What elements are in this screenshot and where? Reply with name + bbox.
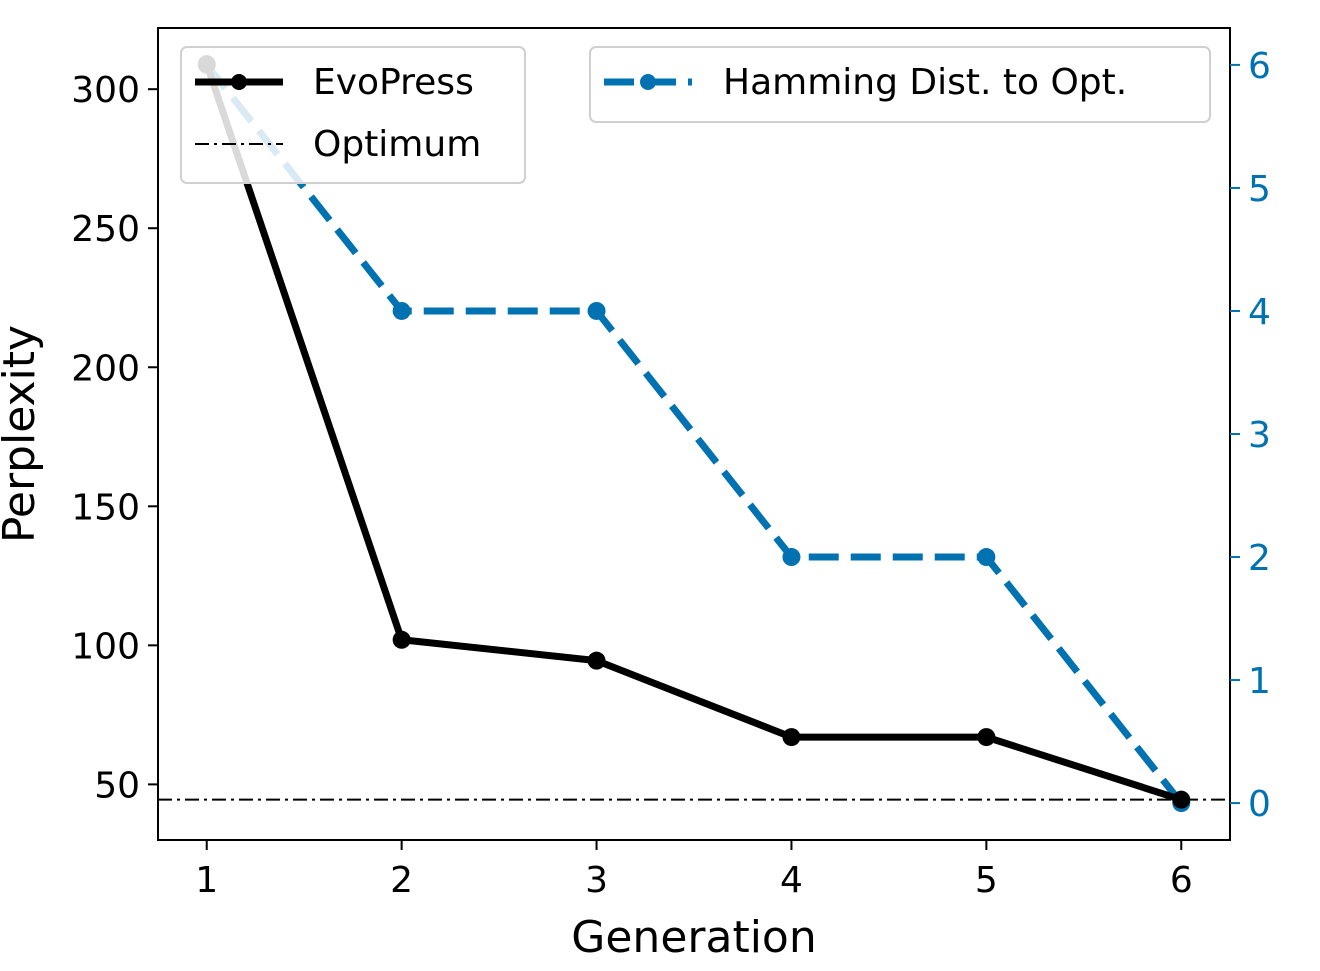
legend-optimum-label: Optimum — [313, 124, 481, 165]
y2-tick-label: 0 — [1248, 784, 1271, 825]
y-tick-label: 250 — [71, 209, 140, 250]
legend-hamming-marker — [640, 74, 656, 90]
series-line-hamming-dist-to-opt — [203, 62, 1185, 806]
y-tick-label: 150 — [71, 487, 140, 528]
y-tick-label: 100 — [71, 626, 140, 667]
legend-left: EvoPress Optimum — [180, 46, 526, 184]
y2-tick-label: 4 — [1248, 292, 1271, 333]
y-axis-right: 0 1 2 3 4 5 6 — [1230, 46, 1271, 825]
legend-hamming-label: Hamming Dist. to Opt. — [723, 62, 1127, 103]
data-point-hamming-dist-to-opt — [587, 301, 606, 320]
y2-tick-label: 5 — [1248, 169, 1271, 210]
x-tick-label: 1 — [195, 860, 218, 901]
data-point-evopress — [587, 651, 606, 670]
y2-tick-label: 3 — [1248, 415, 1271, 456]
data-point-evopress — [392, 630, 411, 649]
y-tick-label: 300 — [71, 70, 140, 111]
legend-right-box — [589, 46, 1211, 123]
data-point-hamming-dist-to-opt — [782, 548, 801, 567]
x-axis-title: Generation — [571, 912, 816, 963]
y2-tick-label: 2 — [1248, 538, 1271, 579]
x-tick-label: 6 — [1170, 860, 1193, 901]
y2-tick-label: 6 — [1248, 46, 1271, 87]
data-point-hamming-dist-to-opt — [392, 301, 411, 320]
data-point-hamming-dist-to-opt — [977, 548, 996, 567]
x-axis: 1 2 3 4 5 6 — [195, 840, 1193, 901]
x-tick-label: 4 — [780, 860, 803, 901]
y-tick-label: 200 — [71, 348, 140, 389]
y2-tick-label: 1 — [1248, 661, 1271, 702]
legend-right: Hamming Dist. to Opt. — [589, 46, 1211, 123]
series-line-evopress — [203, 63, 1183, 804]
x-tick-label: 3 — [585, 860, 608, 901]
y-axis-left: 50 100 150 200 250 300 — [71, 70, 158, 806]
data-point-evopress — [782, 728, 801, 747]
legend-evopress-marker — [231, 74, 247, 90]
x-tick-label: 5 — [975, 860, 998, 901]
x-tick-label: 2 — [390, 860, 413, 901]
y-tick-label: 50 — [94, 765, 140, 806]
y-axis-title: Perplexity — [0, 325, 45, 543]
data-point-evopress — [977, 728, 996, 747]
data-point-evopress — [1172, 790, 1191, 809]
legend-evopress-label: EvoPress — [313, 62, 474, 103]
